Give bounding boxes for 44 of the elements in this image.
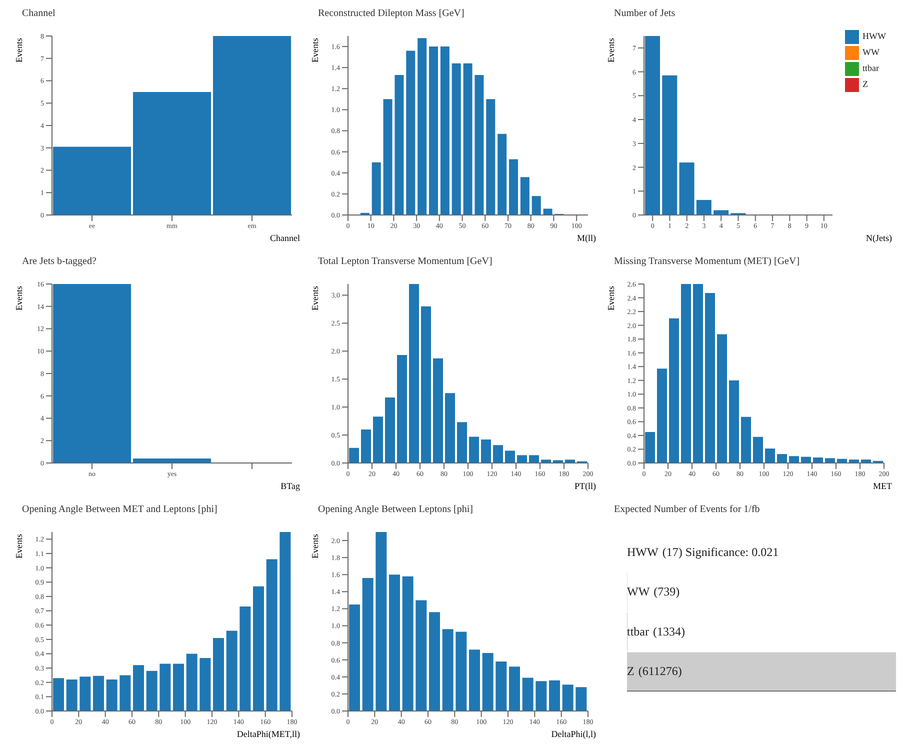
- chart-title: Total Lepton Transverse Momentum [GeV]: [317, 256, 494, 269]
- bar: [53, 146, 131, 215]
- legend-label: Z: [862, 79, 868, 89]
- y-tick-label: WW: [627, 584, 650, 599]
- y-axis-title: Events: [310, 286, 320, 310]
- data-label: (1334): [653, 624, 685, 638]
- bar: [696, 200, 712, 215]
- chart-title: Channel: [21, 8, 56, 21]
- y-axis-title: Events: [606, 38, 616, 62]
- y-axis-title: Events: [14, 38, 24, 62]
- bar: [679, 162, 694, 215]
- x-axis-title: BTag: [280, 481, 301, 491]
- x-axis-title: DeltaPhi(l,l): [550, 729, 597, 739]
- x-axis-title: N(Jets): [865, 233, 893, 243]
- y-axis-title: Events: [14, 286, 24, 310]
- chart-title: Number of Jets: [613, 8, 676, 21]
- y-axis-title: Events: [14, 534, 24, 558]
- y-tick-label: HWW: [627, 544, 659, 559]
- data-label: (17) Significance: 0.021: [662, 544, 779, 559]
- chart-title: Reconstructed Dilepton Mass [GeV]: [317, 8, 466, 21]
- data-label: (611276): [638, 664, 682, 678]
- x-axis-title: DeltaPhi(MET,ll): [236, 729, 301, 739]
- chart-title: Opening Angle Between Leptons [phi]: [317, 504, 474, 517]
- x-axis-title: Channel: [269, 233, 301, 243]
- legend-label: ttbar: [862, 63, 879, 73]
- y-axis-title: Events: [606, 286, 616, 310]
- bar: [213, 36, 291, 215]
- chart-title: Expected Number of Events for 1/fb: [613, 504, 761, 517]
- y-axis-title: Events: [310, 38, 320, 62]
- chart-title: Missing Transverse Momentum (MET) [GeV]: [613, 256, 801, 269]
- x-axis-title: MET: [872, 481, 893, 491]
- x-axis-title: M(ll): [576, 233, 597, 243]
- y-tick-label: ttbar: [627, 624, 649, 638]
- bar: [662, 75, 678, 215]
- data-label: (739): [654, 584, 680, 599]
- y-tick-label: Z: [627, 664, 634, 678]
- bar: [714, 210, 729, 215]
- y-axis-title: Events: [310, 534, 320, 558]
- x-axis-title: PT(ll): [574, 481, 597, 491]
- legend-label: WW: [862, 47, 880, 57]
- bar: [133, 92, 211, 215]
- chart-title: Are Jets b-tagged?: [21, 256, 98, 269]
- chart-title: Opening Angle Between MET and Leptons [phi]: [21, 504, 218, 517]
- legend-label: HWW: [862, 31, 886, 41]
